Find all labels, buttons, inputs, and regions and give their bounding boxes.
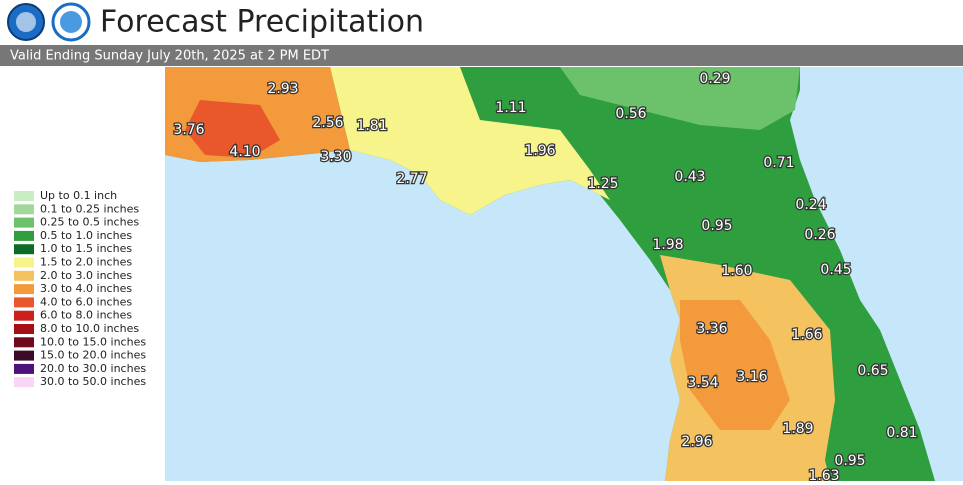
map-label: 1.66 (791, 327, 822, 343)
legend-swatch (14, 257, 34, 268)
legend-label: 0.5 to 1.0 inches (40, 229, 132, 242)
legend-swatch (14, 284, 34, 295)
map-label: 0.81 (886, 425, 917, 441)
legend-swatch (14, 337, 34, 348)
map-label: 0.56 (615, 106, 646, 122)
map-label: 3.30 (320, 149, 351, 165)
map (165, 67, 963, 481)
legend-swatch (14, 230, 34, 241)
map-label: 2.77 (396, 171, 427, 187)
map-label: 3.16 (736, 369, 767, 385)
legend-swatch (14, 363, 34, 374)
title: Forecast Precipitation (100, 5, 424, 40)
legend-swatch (14, 377, 34, 388)
legend-label: 3.0 to 4.0 inches (40, 282, 132, 295)
map-label: 0.24 (795, 197, 826, 213)
map-label: 0.43 (674, 169, 705, 185)
legend-swatch (14, 217, 34, 228)
map-label: 1.11 (495, 100, 526, 116)
map-label: 3.54 (687, 375, 718, 391)
nws-logo-inner (60, 11, 82, 33)
map-label: 2.93 (267, 81, 298, 97)
map-label: 0.65 (857, 363, 888, 379)
map-label: 3.76 (173, 122, 204, 138)
legend-label: 8.0 to 10.0 inches (40, 322, 139, 335)
subtitle: Valid Ending Sunday July 20th, 2025 at 2… (10, 49, 329, 64)
map-label: 0.45 (820, 262, 851, 278)
legend-swatch (14, 270, 34, 281)
map-label: 1.96 (524, 143, 555, 159)
legend-label: 0.1 to 0.25 inches (40, 202, 139, 215)
map-label: 1.98 (652, 237, 683, 253)
legend-label: 10.0 to 15.0 inches (40, 335, 146, 348)
map-label: 2.96 (681, 434, 712, 450)
peninsula-orange (680, 300, 790, 430)
legend-swatch (14, 297, 34, 308)
legend-swatch (14, 191, 34, 201)
map-label: 1.60 (721, 263, 752, 279)
legend-swatch (14, 324, 34, 334)
map-label: 0.95 (834, 453, 865, 469)
legend-label: 2.0 to 3.0 inches (40, 269, 132, 282)
map-label: 2.56 (312, 115, 343, 131)
legend-label: 4.0 to 6.0 inches (40, 295, 132, 308)
yellow-area (330, 67, 610, 215)
map-label: 4.10 (229, 144, 260, 160)
legend-label: Up to 0.1 inch (40, 189, 117, 202)
legend-label: 1.0 to 1.5 inches (40, 242, 132, 255)
light-green-area (560, 67, 800, 130)
subtitle-bar (0, 45, 963, 66)
legend-label: 6.0 to 8.0 inches (40, 309, 132, 322)
legend-swatch (14, 350, 34, 361)
legend-label: 30.0 to 50.0 inches (40, 375, 146, 388)
map-labels: 2.93 3.76 4.10 2.56 1.81 3.30 2.77 1.11 0.56 0.29… (172, 70, 919, 485)
map-label: 0.95 (701, 218, 732, 234)
legend-swatch (14, 204, 34, 215)
legend-swatch (14, 310, 34, 321)
map-label: 0.26 (804, 227, 835, 243)
map-label: 1.89 (782, 421, 813, 437)
map-label: 1.25 (587, 176, 618, 192)
legend-label: 20.0 to 30.0 inches (40, 362, 146, 375)
legend-label: 0.25 to 0.5 inches (40, 216, 139, 229)
legend-label: 15.0 to 20.0 inches (40, 349, 146, 362)
legend-label: 1.5 to 2.0 inches (40, 256, 132, 269)
noaa-logo-inner (16, 12, 36, 32)
legend-swatch (14, 244, 34, 255)
map-label: 0.71 (763, 155, 794, 171)
map-label: 0.29 (699, 71, 730, 87)
map-label: 1.63 (808, 468, 839, 481)
red-area (185, 100, 280, 158)
map-label: 3.36 (696, 321, 727, 337)
map-label: 1.81 (356, 118, 387, 134)
